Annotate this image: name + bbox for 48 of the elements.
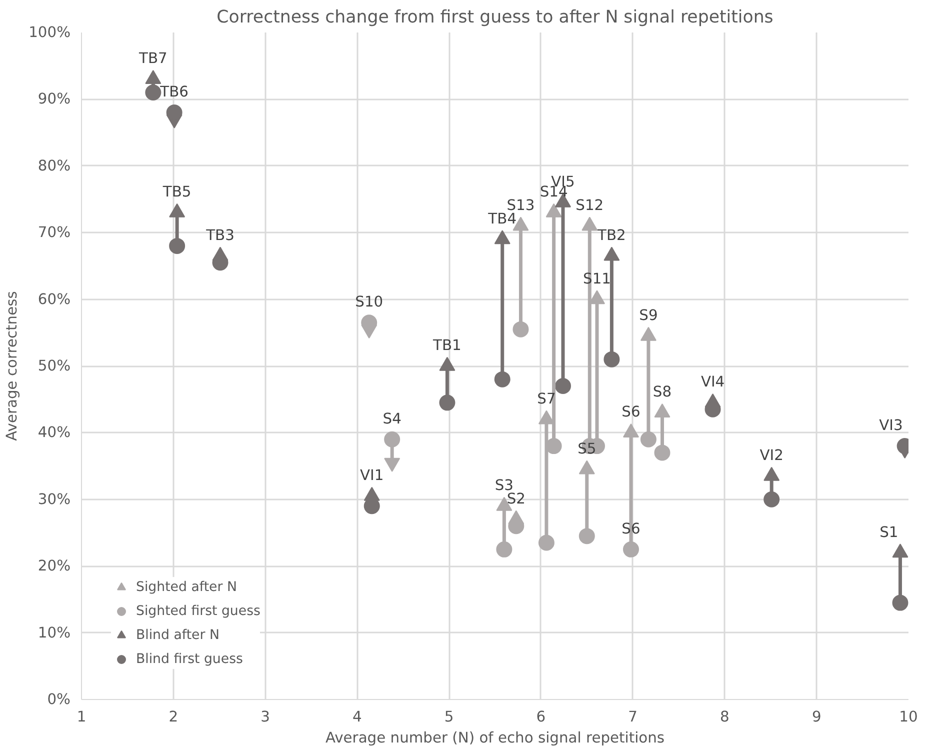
- annotation: TB7: [138, 50, 168, 68]
- x-tick-label: 3: [260, 708, 270, 726]
- annotation: S11: [583, 270, 611, 288]
- y-tick-label: 10%: [38, 624, 71, 642]
- x-tick-label: 4: [352, 708, 362, 726]
- x-tick-label: 8: [720, 708, 730, 726]
- annotation: TB5: [162, 184, 192, 201]
- y-tick-label: 40%: [38, 424, 71, 442]
- x-tick-label: 6: [536, 708, 546, 726]
- annotation: S6: [622, 520, 640, 538]
- x-axis-title: Average number (N) of echo signal repetitions: [325, 730, 665, 746]
- annotation: TB3: [205, 226, 234, 244]
- annotation: S7: [537, 390, 556, 408]
- annotation: VI1: [360, 467, 384, 484]
- annotation: S8: [652, 384, 672, 401]
- annotation: VI3: [879, 417, 903, 434]
- x-tick-label: 1: [76, 708, 86, 726]
- annotation: S12: [576, 196, 604, 214]
- annotation: S9: [639, 306, 658, 324]
- annotation: VI2: [760, 447, 784, 464]
- annotation: TB2: [596, 226, 626, 244]
- y-tick-label: 50%: [38, 358, 71, 374]
- y-tick-label: 90%: [38, 90, 71, 108]
- x-tick-label: 10: [899, 708, 918, 726]
- y-tick-label: 20%: [38, 558, 71, 575]
- x-tick-label: 9: [812, 708, 822, 726]
- annotation: TB1: [432, 337, 462, 354]
- legend-label: Sighted first guess: [136, 604, 260, 618]
- legend-label: Blind first guess: [136, 652, 243, 666]
- annotation: S4: [382, 410, 402, 428]
- chart-title: Correctness change from first guess to after N signal repetitions: [216, 8, 774, 28]
- annotation: S2: [506, 490, 526, 508]
- y-tick-label: 60%: [38, 290, 71, 308]
- y-tick-label: 70%: [38, 224, 71, 242]
- y-tick-label: 0%: [47, 691, 71, 708]
- annotation: VI4: [700, 374, 725, 391]
- annotation: S6: [622, 404, 640, 421]
- y-tick-label: 100%: [28, 24, 71, 41]
- x-tick-label: 2: [168, 708, 178, 726]
- annotation: S1: [880, 524, 898, 541]
- annotation: S10: [355, 294, 384, 311]
- x-tick-label: 7: [628, 708, 638, 726]
- y-axis-title: Average correctness: [4, 291, 21, 441]
- legend-label: Blind after N: [136, 628, 220, 642]
- y-tick-label: 30%: [38, 490, 71, 508]
- x-tick-label: 5: [444, 708, 454, 726]
- y-tick-label: 80%: [38, 157, 71, 174]
- legend-label: Sighted after N: [136, 580, 237, 594]
